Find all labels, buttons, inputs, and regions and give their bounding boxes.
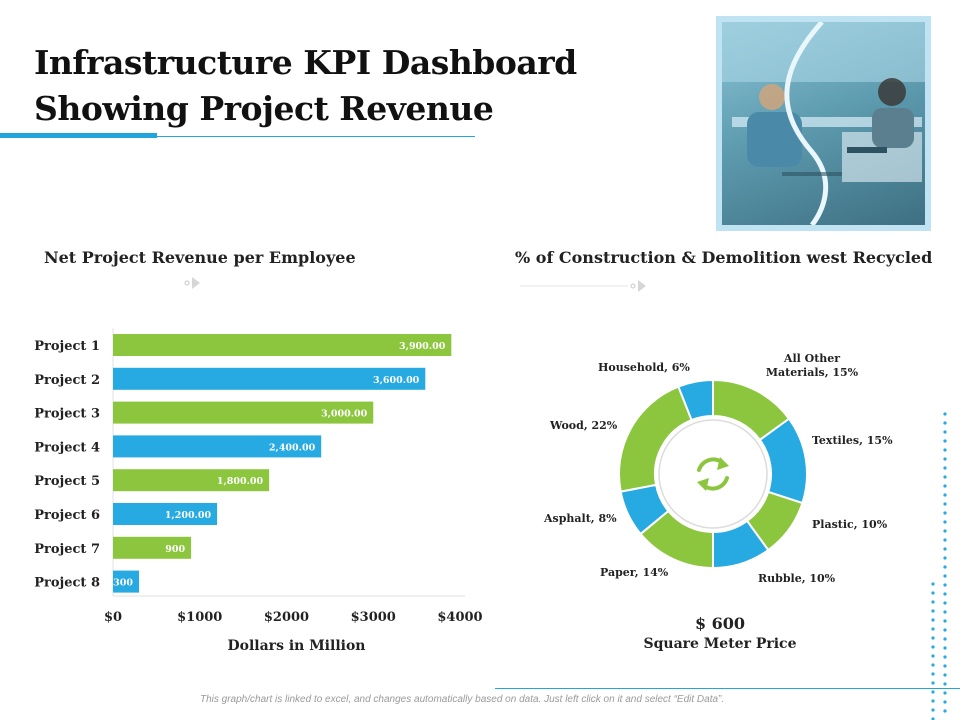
bar-8 xyxy=(113,570,140,593)
bar-3 xyxy=(113,401,374,424)
bar-5 xyxy=(113,469,270,492)
donut-slice-label: Textiles, 15% xyxy=(812,434,893,447)
bar-4 xyxy=(113,435,322,458)
bar-value-label: 3,900.00 xyxy=(399,341,446,352)
donut-slice-8 xyxy=(677,378,714,422)
x-axis-title: Dollars in Million xyxy=(228,638,366,654)
x-tick-label: $3000 xyxy=(351,610,396,625)
bar-category-label: Project 8 xyxy=(34,576,100,591)
bar-value-label: 2,400.00 xyxy=(269,442,316,453)
donut-slice-label: Asphalt, 8% xyxy=(543,512,617,525)
bar-value-label: 3,600.00 xyxy=(373,375,420,386)
bar-category-label: Project 2 xyxy=(34,373,100,388)
bar-category-label: Project 7 xyxy=(34,542,100,557)
donut-slice-label: Plastic, 10% xyxy=(812,518,888,531)
title-underline xyxy=(0,136,475,137)
photo-illustration xyxy=(722,22,925,225)
footnote: This graph/chart is linked to excel, and… xyxy=(200,694,725,705)
bar-value-label: 1,800.00 xyxy=(217,476,264,487)
recycle-arrows-icon xyxy=(697,457,729,491)
decorative-dots-left xyxy=(931,582,935,720)
bar-value-label: 3,000.00 xyxy=(321,409,368,420)
x-tick-label: $1000 xyxy=(177,610,222,625)
x-tick-label: $2000 xyxy=(264,610,309,625)
bar-1 xyxy=(113,334,452,356)
footer-divider xyxy=(495,688,960,689)
team-meeting-photo xyxy=(722,22,925,225)
bar-category-label: Project 3 xyxy=(34,407,100,422)
x-tick-label: $0 xyxy=(104,610,122,625)
title-underline-accent xyxy=(0,133,157,138)
bar-7 xyxy=(113,536,192,559)
donut-chart-title: % of Construction & Demolition west Recy… xyxy=(515,248,933,267)
bar-2 xyxy=(113,367,426,390)
bar-category-label: Project 1 xyxy=(34,339,100,354)
bar-category-label: Project 4 xyxy=(34,440,100,455)
donut-slice-label: Wood, 22% xyxy=(549,419,618,432)
page-title: Infrastructure KPI Dashboard Showing Pro… xyxy=(34,40,577,132)
bar-category-label: Project 5 xyxy=(34,474,100,489)
donut-chart-connector-icon xyxy=(520,280,646,292)
bar-chart-title: Net Project Revenue per Employee xyxy=(44,248,356,267)
bar-6 xyxy=(113,503,218,525)
donut-slice-label: Rubble, 10% xyxy=(758,572,836,585)
page-title-line-2: Showing Project Revenue xyxy=(34,89,494,128)
donut-slice-label: All Other Materials, 15% xyxy=(766,352,859,379)
donut-slice-label: Paper, 14% xyxy=(600,566,669,579)
x-tick-label: $4000 xyxy=(437,610,482,625)
photo-frame xyxy=(716,16,931,231)
donut-slice-label: Household, 6% xyxy=(598,361,690,374)
price-label: Square Meter Price xyxy=(643,636,797,652)
bar-chart-connector-icon xyxy=(184,277,200,289)
page-title-line-1: Infrastructure KPI Dashboard xyxy=(34,43,577,82)
decorative-dots-right xyxy=(943,412,947,713)
bar-value-label: 300 xyxy=(113,578,133,589)
bar-value-label: 900 xyxy=(165,544,185,555)
bar-category-label: Project 6 xyxy=(34,508,100,523)
recycling-donut-chart: All Other Materials, 15% Textiles, 15% Plas… xyxy=(543,352,893,585)
revenue-bar-chart: Project 1 3,900.00 Project 2 3,600.00 Projec… xyxy=(34,328,483,654)
donut-center xyxy=(658,419,768,529)
bar-value-label: 1,200.00 xyxy=(165,510,212,521)
price-value: $ 600 xyxy=(694,614,746,633)
